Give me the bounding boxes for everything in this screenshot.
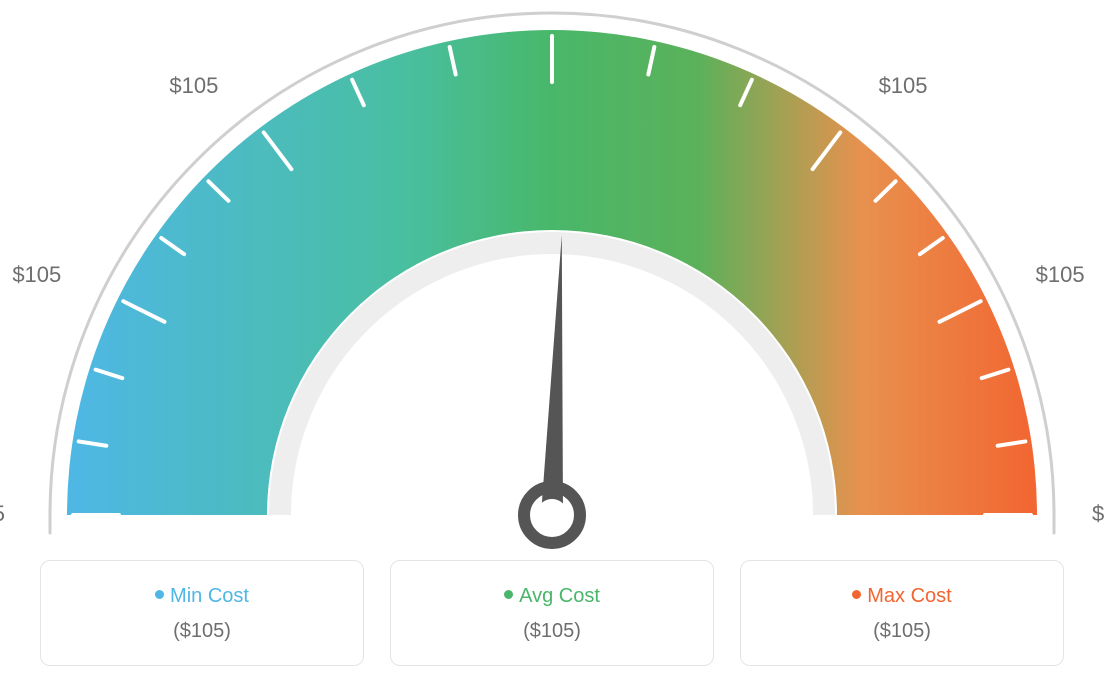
dot-icon [504,590,513,599]
legend-max-label: Max Cost [867,585,951,607]
legend-min-value: ($105) [51,620,353,643]
legend-card-min: Min Cost ($105) [40,560,364,666]
legend-min-title: Min Cost [51,585,353,608]
gauge-svg [0,0,1104,560]
legend-card-max: Max Cost ($105) [740,560,1064,666]
legend-avg-value: ($105) [401,620,703,643]
legend-avg-label: Avg Cost [519,585,600,607]
legend-min-label: Min Cost [170,585,249,607]
legend-row: Min Cost ($105) Avg Cost ($105) Max Cost… [40,560,1064,666]
gauge-tick-label: $105 [1092,501,1104,527]
gauge-tick-label: $105 [12,262,61,288]
dot-icon [155,590,164,599]
gauge-chart: $105$105$105$105$105$105$105 [0,0,1104,560]
gauge-tick-label: $105 [1036,262,1085,288]
legend-card-avg: Avg Cost ($105) [390,560,714,666]
legend-avg-title: Avg Cost [401,585,703,608]
legend-max-value: ($105) [751,620,1053,643]
gauge-tick-label: $105 [0,501,5,527]
dot-icon [852,590,861,599]
gauge-tick-label: $105 [169,73,218,99]
gauge-tick-label: $105 [879,73,928,99]
legend-max-title: Max Cost [751,585,1053,608]
